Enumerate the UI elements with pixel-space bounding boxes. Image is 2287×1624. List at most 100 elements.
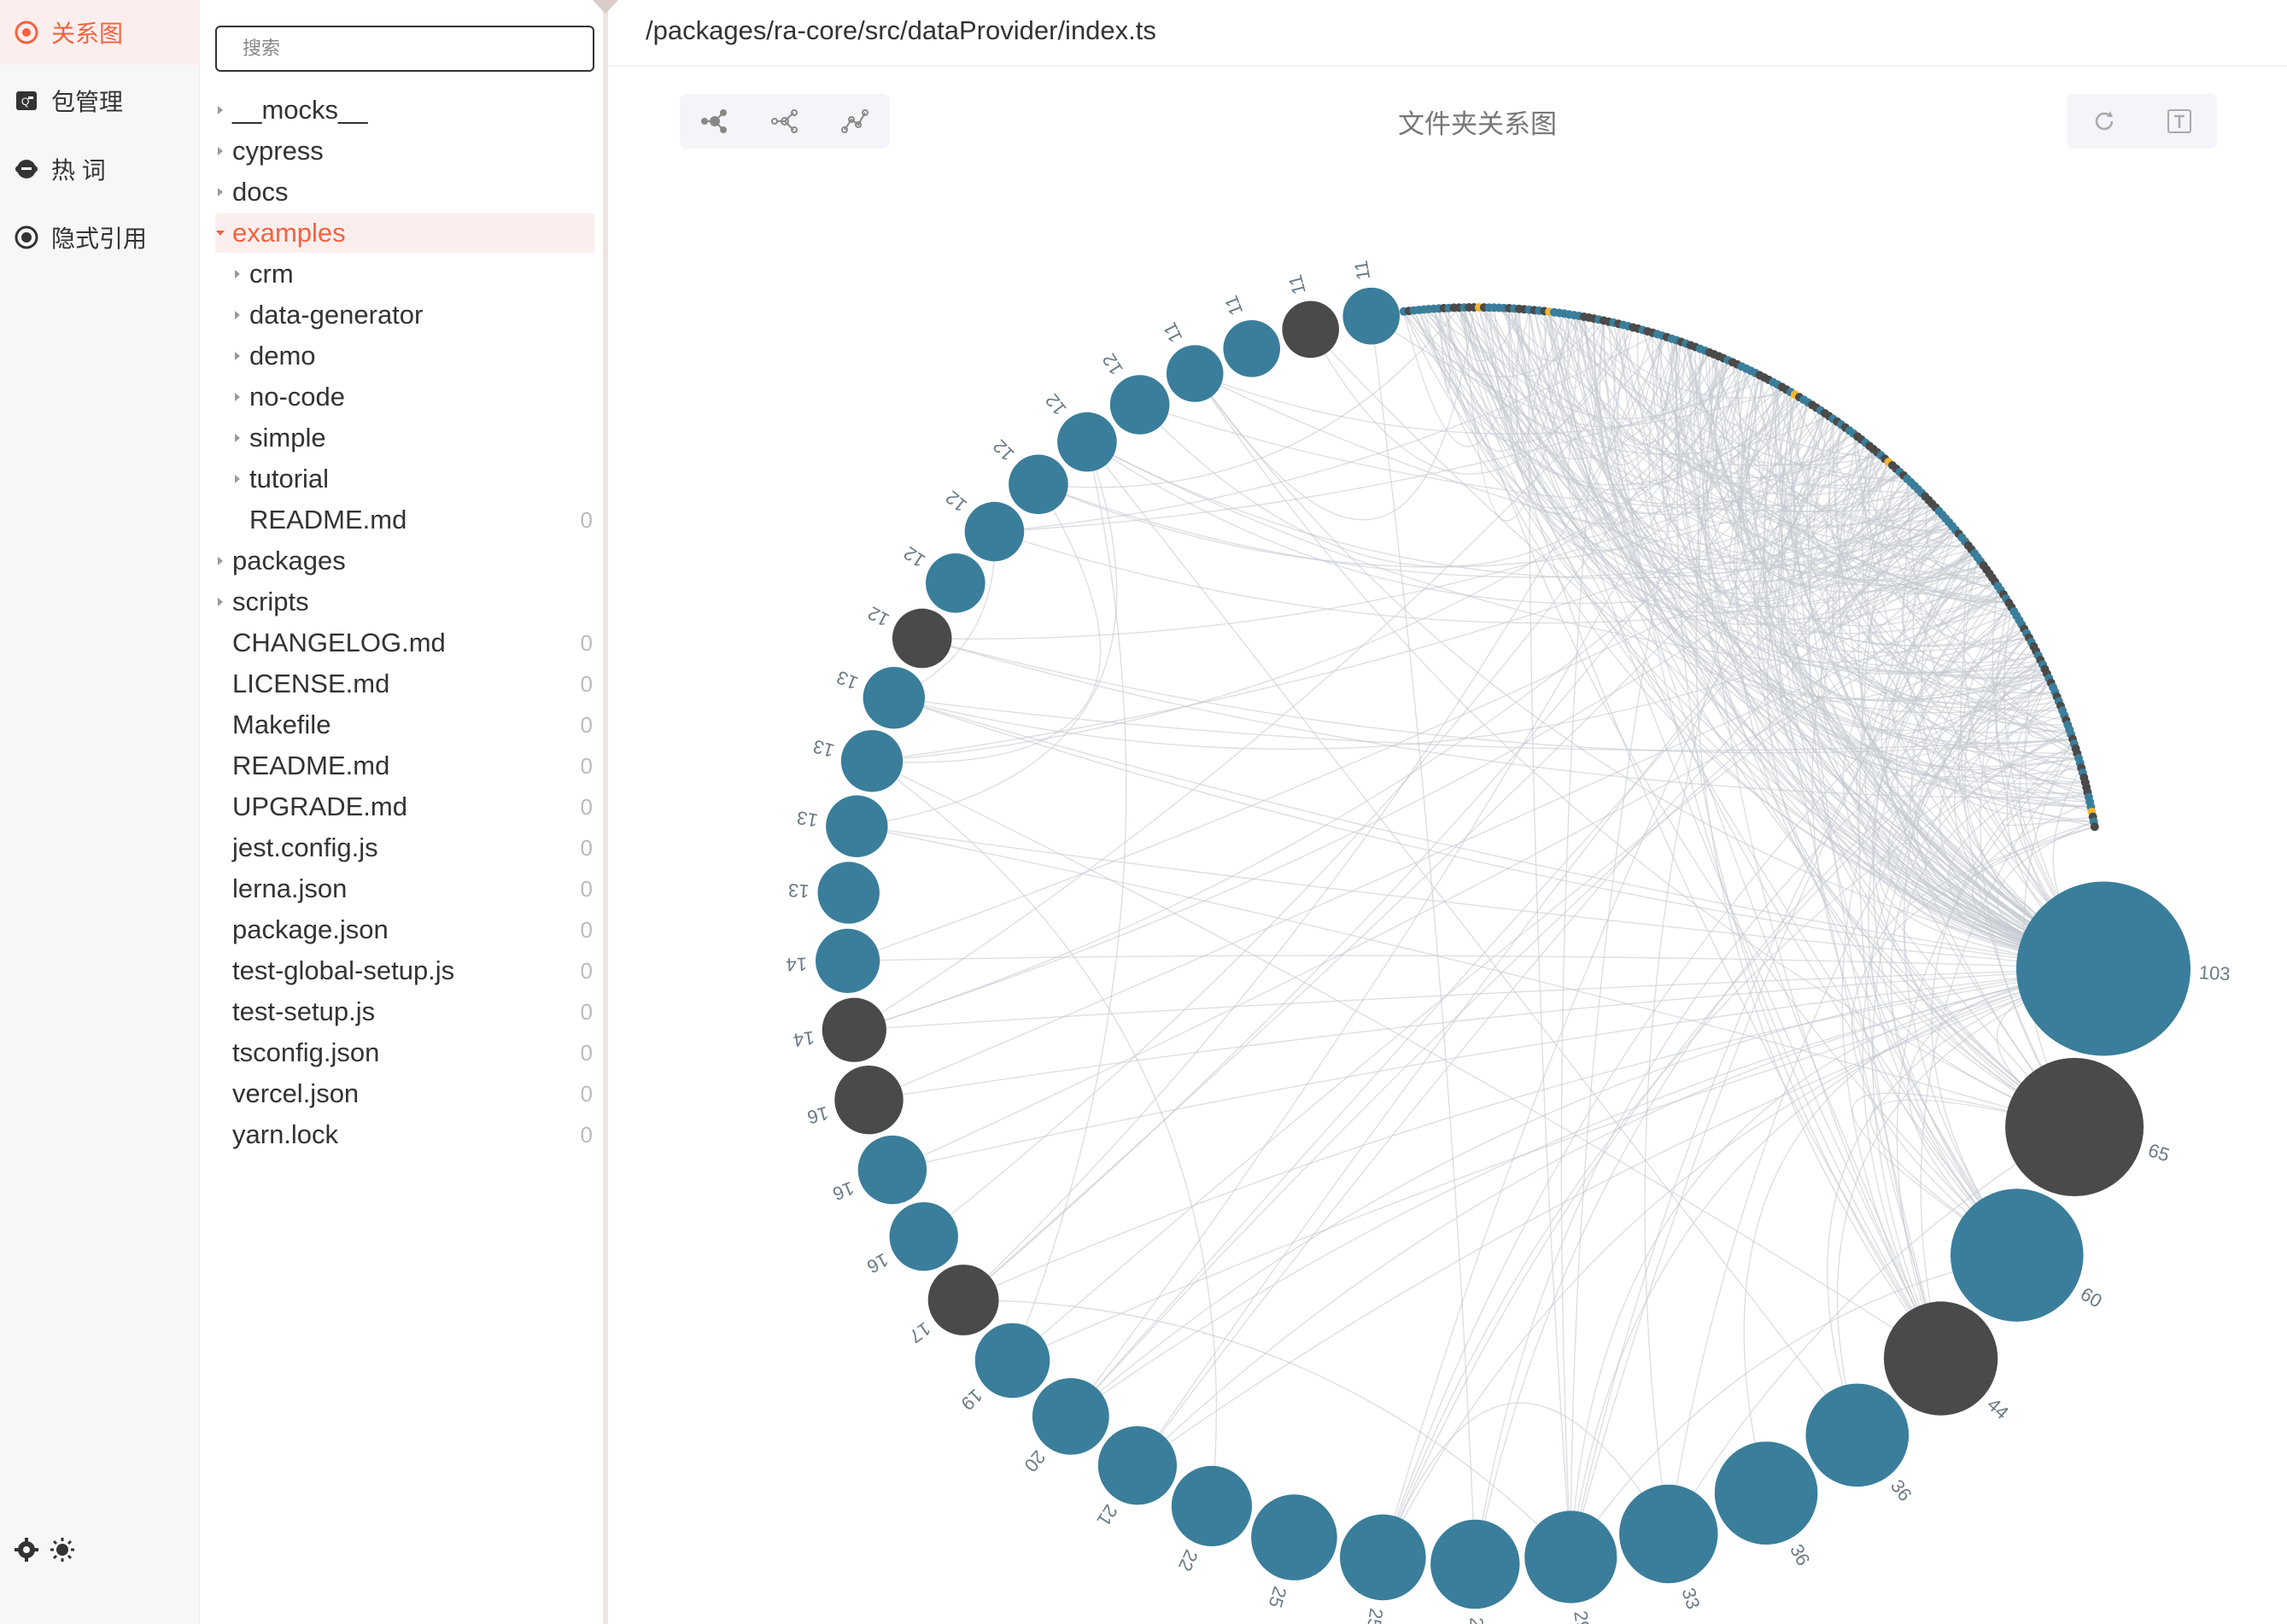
graph-node[interactable] <box>1619 1484 1718 1584</box>
tree-folder[interactable]: demo <box>215 336 594 376</box>
graph-edge <box>1740 375 1962 587</box>
graph-node[interactable] <box>826 795 888 857</box>
graph-edge <box>1570 549 1973 1557</box>
graph-edge <box>994 530 1984 624</box>
graph-node[interactable] <box>1430 1519 1520 1609</box>
tree-folder[interactable]: packages <box>215 541 594 581</box>
graph-node[interactable] <box>1805 1383 1910 1487</box>
graph-node[interactable] <box>974 1323 1050 1399</box>
graph-edge <box>1835 424 2067 721</box>
graph-edge <box>1413 310 1804 486</box>
graph-node[interactable] <box>840 730 904 792</box>
graph-edge <box>1570 967 2104 1557</box>
tree-file[interactable]: test-global-setup.js 0 <box>215 951 594 990</box>
collapse-handle[interactable] <box>593 0 618 14</box>
tree-file[interactable]: jest.config.js 0 <box>215 828 594 867</box>
graph-node[interactable] <box>822 997 886 1062</box>
graph-node[interactable] <box>1097 1426 1177 1505</box>
graph-node[interactable] <box>927 1265 999 1335</box>
tree-file[interactable]: README.md 0 <box>215 746 594 786</box>
graph-edge <box>1886 529 1972 603</box>
tree-folder[interactable]: examples <box>215 213 594 253</box>
tree-folder[interactable]: __mocks__ <box>215 91 594 130</box>
tree-file[interactable]: tsconfig.json 0 <box>215 1033 594 1072</box>
graph-node[interactable] <box>889 1202 958 1271</box>
graph-edge <box>1070 967 2104 1417</box>
graph-node[interactable] <box>817 862 880 924</box>
graph-edge <box>1038 307 1459 488</box>
graph-edge <box>1086 441 1950 605</box>
graph-node[interactable] <box>1171 1465 1252 1546</box>
graph-node[interactable] <box>1009 454 1068 515</box>
tree-file[interactable]: package.json 0 <box>215 910 594 949</box>
tree-file[interactable]: LICENSE.md 0 <box>215 664 594 704</box>
graph-node[interactable] <box>1714 1441 1818 1545</box>
graph-node[interactable] <box>1340 1514 1426 1601</box>
graph-edge <box>1371 316 1476 1565</box>
tree-file[interactable]: yarn.lock 0 <box>215 1115 594 1154</box>
graph-node[interactable] <box>2005 1058 2144 1196</box>
graph-edge <box>1857 610 2104 970</box>
graph-node[interactable] <box>1251 1494 1337 1580</box>
graph-edge <box>892 593 2004 1171</box>
graph-node[interactable] <box>926 553 986 613</box>
nav-item-packages[interactable]: Q 包管理 <box>0 68 200 133</box>
tree-folder[interactable]: no-code <box>215 377 594 417</box>
graph-edge <box>1423 309 1734 514</box>
graph-node[interactable] <box>1109 375 1170 435</box>
graph-node[interactable] <box>964 501 1025 562</box>
tree-file[interactable]: CHANGELOG.md 0 <box>215 623 594 663</box>
folder-relation-graph[interactable]: 103 65 60 44 36 36 33 29 27 25 25 22 21 20 19 17 16 16 16 1… <box>608 154 2287 1624</box>
tree-file[interactable]: vercel.json 0 <box>215 1074 594 1113</box>
layout-force-button[interactable] <box>698 104 732 138</box>
graph-node[interactable] <box>1951 1189 2084 1322</box>
tree-folder[interactable]: crm <box>215 254 594 294</box>
graph-node[interactable] <box>863 667 925 729</box>
sun-icon[interactable] <box>50 1537 75 1563</box>
graph-node[interactable] <box>1057 412 1117 472</box>
tree-file[interactable]: README.md 0 <box>215 500 594 540</box>
graph-node[interactable] <box>834 1066 904 1135</box>
node-label: 16 <box>863 1249 892 1278</box>
tree-file[interactable]: UPGRADE.md 0 <box>215 787 594 827</box>
graph-node[interactable] <box>2090 822 2099 832</box>
graph-node[interactable] <box>1342 287 1400 345</box>
graph-node[interactable] <box>857 1135 927 1205</box>
tree-folder[interactable]: docs <box>215 172 594 212</box>
tree-file[interactable]: lerna.json 0 <box>215 869 594 908</box>
text-toggle-button[interactable] <box>2162 104 2196 138</box>
gear-icon[interactable] <box>14 1537 39 1563</box>
graph-node[interactable] <box>1282 301 1339 359</box>
graph-edge <box>1518 308 1901 585</box>
graph-node[interactable] <box>1166 345 1224 402</box>
graph-node[interactable] <box>1032 1378 1109 1455</box>
graph-node[interactable] <box>892 608 952 669</box>
graph-node[interactable] <box>1883 1301 1998 1416</box>
nav-item-graph[interactable]: 关系图 <box>0 0 200 65</box>
graph-node[interactable] <box>2016 881 2190 1056</box>
graph-node[interactable] <box>1223 320 1280 377</box>
panel-splitter[interactable] <box>603 0 608 1624</box>
refresh-button[interactable] <box>2087 104 2121 138</box>
graph-edge <box>1371 315 1922 494</box>
tree-item-label: LICENSE.md <box>232 669 390 698</box>
tree-item-count: 0 <box>580 1080 593 1107</box>
graph-node[interactable] <box>816 928 880 993</box>
tree-file[interactable]: Makefile 0 <box>215 705 594 745</box>
tree-item-label: tsconfig.json <box>232 1037 380 1067</box>
tree-folder[interactable]: data-generator <box>215 295 594 335</box>
tree-folder[interactable]: cypress <box>215 131 594 171</box>
tree-folder[interactable]: simple <box>215 418 594 458</box>
nav-item-hotwords[interactable]: 热 词 <box>0 137 200 202</box>
tree-file[interactable]: test-setup.js 0 <box>215 992 594 1031</box>
graph-node[interactable] <box>1524 1510 1617 1604</box>
nav-item-implicit-refs[interactable]: 隐式引用 <box>0 205 200 270</box>
graph-edge <box>1685 343 2090 798</box>
tree-folder[interactable]: tutorial <box>215 459 594 499</box>
graph-edge <box>1869 1099 2075 1256</box>
node-label: 13 <box>833 667 861 694</box>
tree-folder[interactable]: scripts <box>215 582 594 622</box>
search-input[interactable] <box>215 26 594 72</box>
layout-path-button[interactable] <box>838 104 872 138</box>
layout-tree-button[interactable] <box>768 104 802 138</box>
